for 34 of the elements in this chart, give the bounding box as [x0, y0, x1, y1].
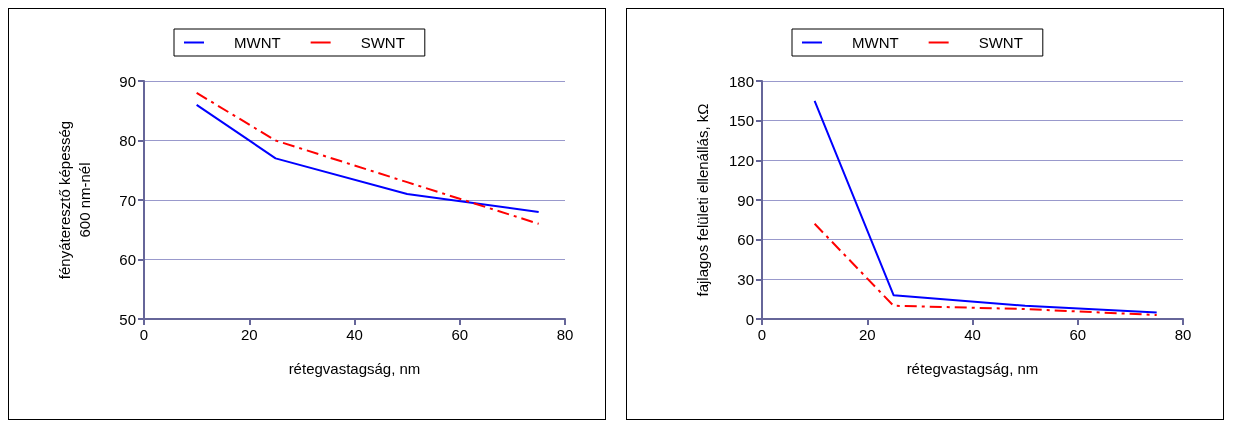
x-tick-label: 0 [757, 326, 767, 343]
x-tick-label: 20 [240, 326, 258, 343]
line-series [195, 103, 540, 213]
x-tick-label: 20 [858, 326, 876, 343]
x-axis-title: rétegvastagság, nm [906, 360, 1039, 377]
x-tick-label: 40 [964, 326, 981, 343]
x-axis-title: rétegvastagság, nm [288, 360, 421, 377]
legend-label: MWNT [852, 34, 899, 51]
x-tick-label: 60 [1069, 326, 1087, 343]
legend-label: MWNT [234, 34, 281, 51]
x-tick-label: 80 [556, 326, 574, 343]
y-tick-label: 120 [728, 151, 754, 169]
y-tick-label: 150 [728, 112, 754, 130]
y-tick-label: 90 [737, 191, 754, 209]
y-tick-label: 80 [119, 132, 136, 149]
y-tick-label: 60 [119, 251, 136, 268]
y-tick-label: 70 [119, 191, 136, 209]
line-series [813, 222, 1158, 317]
y-tick-label: 50 [119, 310, 136, 328]
y-tick-label: 60 [737, 231, 754, 249]
legend-label: SWNT [360, 34, 405, 51]
y-tick-label: 180 [728, 72, 754, 90]
y-axis-title: fajlagos felületi ellenállás, kΩ [693, 103, 711, 297]
line-series [813, 99, 1158, 314]
x-tick-label: 80 [1174, 326, 1192, 343]
y-axis-title: fényáteresztő képesség 600 nm-nél [55, 120, 93, 280]
legend-label: SWNT [978, 34, 1023, 51]
line-series [195, 91, 540, 225]
y-tick-label: 90 [119, 72, 136, 90]
y-tick-label: 30 [737, 270, 754, 288]
x-tick-label: 0 [139, 326, 149, 343]
x-tick-label: 40 [346, 326, 363, 343]
y-tick-label: 0 [745, 310, 754, 328]
x-tick-label: 60 [451, 326, 469, 343]
